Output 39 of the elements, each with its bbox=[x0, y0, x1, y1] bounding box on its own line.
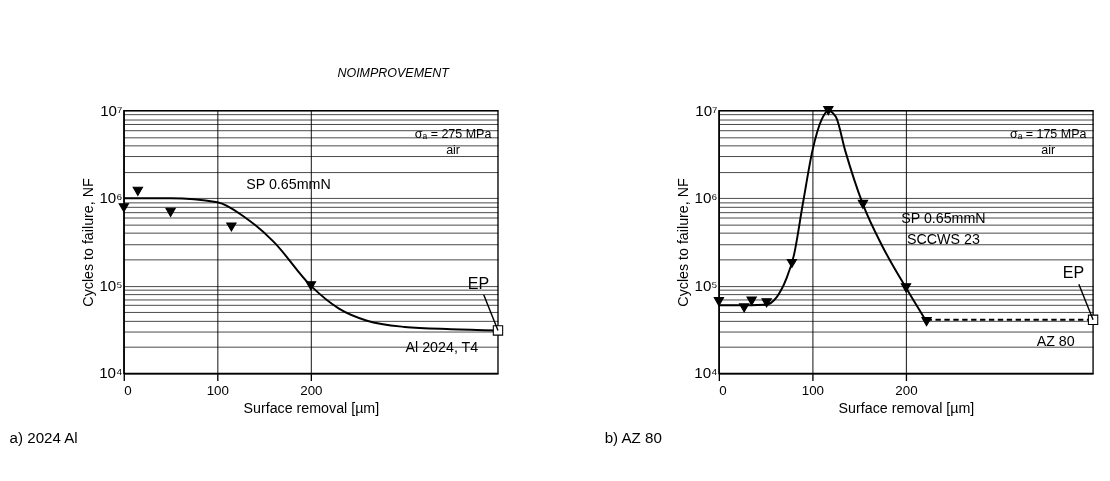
annotation: EP bbox=[1062, 262, 1085, 281]
point bbox=[226, 222, 237, 232]
annotation: SCCWS 23 bbox=[906, 230, 980, 247]
annotation: air bbox=[1041, 142, 1056, 157]
y-tick-label: 10⁴ bbox=[694, 364, 718, 382]
y-tick-label: 10⁵ bbox=[99, 276, 123, 294]
point bbox=[118, 203, 130, 213]
point bbox=[492, 325, 504, 336]
x-axis-title: Surface removal [µm] bbox=[838, 400, 975, 417]
y-tick-label: 10⁴ bbox=[99, 364, 123, 382]
annotation: Al 2024, T4 bbox=[405, 338, 479, 355]
x-tick-label: 0 bbox=[124, 383, 132, 399]
point bbox=[132, 186, 144, 196]
point bbox=[165, 207, 176, 217]
y-axis-title: Cycles to failure, NF bbox=[674, 178, 691, 307]
point bbox=[823, 106, 834, 116]
annotation: air bbox=[446, 142, 461, 157]
y-axis-title: Cycles to failure, NF bbox=[79, 178, 96, 307]
x-tick-label: 100 bbox=[206, 383, 229, 399]
text: NOIMPROVEMENT bbox=[337, 66, 451, 81]
x-axis-title: Surface removal [µm] bbox=[243, 400, 380, 417]
x-tick-label: 100 bbox=[801, 383, 825, 399]
text: a) 2024 Al bbox=[9, 428, 78, 446]
y-tick-label: 10⁷ bbox=[100, 101, 123, 119]
y-tick-label: 10⁶ bbox=[694, 189, 718, 207]
annotation: AZ 80 bbox=[1036, 333, 1075, 350]
x-tick-label: 200 bbox=[895, 383, 918, 399]
point bbox=[761, 298, 772, 308]
point bbox=[746, 296, 757, 306]
x-tick-label: 0 bbox=[719, 383, 727, 399]
x-tick-label: 200 bbox=[300, 383, 323, 399]
text: b) AZ 80 bbox=[604, 428, 662, 446]
y-tick-label: 10⁶ bbox=[99, 189, 123, 207]
annotation: σₐ = 175 MPa bbox=[1009, 126, 1087, 141]
point bbox=[713, 297, 725, 307]
annotation: σₐ = 275 MPa bbox=[414, 126, 492, 141]
y-tick-label: 10⁷ bbox=[695, 101, 718, 119]
point bbox=[1087, 314, 1099, 325]
y-tick-label: 10⁵ bbox=[694, 276, 718, 294]
